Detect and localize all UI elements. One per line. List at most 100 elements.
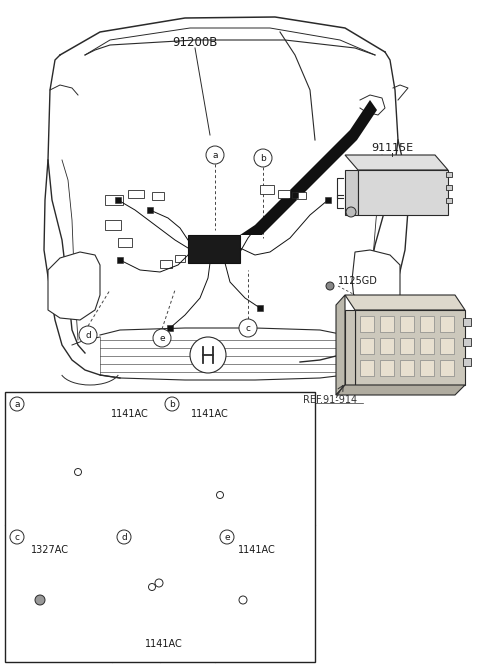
Text: 1125GD: 1125GD bbox=[338, 276, 378, 286]
Bar bbox=[446, 198, 452, 203]
Polygon shape bbox=[336, 295, 345, 395]
Circle shape bbox=[35, 595, 45, 605]
Text: e: e bbox=[224, 533, 230, 541]
Text: b: b bbox=[169, 399, 175, 409]
Circle shape bbox=[239, 596, 247, 604]
Text: a: a bbox=[14, 399, 20, 409]
Circle shape bbox=[74, 468, 82, 476]
Bar bbox=[440, 316, 454, 332]
Circle shape bbox=[220, 530, 234, 544]
Bar bbox=[278, 190, 290, 198]
Bar bbox=[292, 192, 298, 198]
Bar bbox=[360, 338, 374, 354]
Text: 1141AC: 1141AC bbox=[145, 639, 183, 649]
Bar bbox=[167, 325, 173, 331]
Circle shape bbox=[165, 397, 179, 411]
Bar bbox=[400, 338, 414, 354]
Bar bbox=[446, 185, 452, 190]
Circle shape bbox=[326, 282, 334, 290]
Circle shape bbox=[148, 583, 156, 591]
Bar bbox=[440, 338, 454, 354]
Bar bbox=[128, 190, 144, 198]
Circle shape bbox=[153, 329, 171, 347]
Bar bbox=[260, 185, 274, 194]
Polygon shape bbox=[355, 310, 465, 385]
Text: REF.91-914: REF.91-914 bbox=[303, 395, 357, 405]
Bar bbox=[105, 195, 123, 205]
Bar bbox=[360, 316, 374, 332]
Text: c: c bbox=[245, 324, 251, 332]
Text: e: e bbox=[159, 334, 165, 343]
Bar bbox=[118, 238, 132, 247]
Bar bbox=[257, 305, 263, 311]
Bar bbox=[245, 459, 253, 477]
Bar bbox=[175, 255, 185, 262]
Circle shape bbox=[190, 337, 226, 373]
Polygon shape bbox=[205, 442, 250, 487]
Circle shape bbox=[117, 530, 131, 544]
Bar bbox=[380, 316, 394, 332]
Polygon shape bbox=[345, 295, 465, 310]
Text: 1327AC: 1327AC bbox=[31, 545, 69, 555]
Bar bbox=[22, 450, 77, 485]
Bar bbox=[380, 360, 394, 376]
Bar bbox=[463, 338, 471, 346]
Bar bbox=[420, 316, 434, 332]
Circle shape bbox=[79, 326, 97, 344]
Bar bbox=[115, 197, 121, 203]
Bar bbox=[160, 260, 172, 268]
Bar bbox=[380, 338, 394, 354]
Bar bbox=[400, 316, 414, 332]
Polygon shape bbox=[345, 155, 448, 170]
Bar bbox=[400, 360, 414, 376]
Bar bbox=[5, 392, 315, 662]
Circle shape bbox=[216, 492, 224, 498]
Bar bbox=[420, 338, 434, 354]
Text: 1141AC: 1141AC bbox=[111, 409, 149, 419]
Polygon shape bbox=[345, 310, 355, 385]
Polygon shape bbox=[345, 170, 358, 215]
Bar bbox=[152, 192, 164, 200]
Bar bbox=[166, 600, 176, 615]
PathPatch shape bbox=[240, 100, 377, 235]
Polygon shape bbox=[336, 385, 465, 395]
Circle shape bbox=[50, 580, 90, 620]
Text: a: a bbox=[212, 151, 218, 159]
Circle shape bbox=[10, 397, 24, 411]
Polygon shape bbox=[48, 252, 100, 320]
Bar bbox=[117, 257, 123, 263]
Circle shape bbox=[10, 530, 24, 544]
Bar bbox=[152, 600, 162, 615]
Bar bbox=[420, 360, 434, 376]
Bar bbox=[296, 192, 306, 199]
Text: 1141AC: 1141AC bbox=[191, 409, 229, 419]
Text: 91115E: 91115E bbox=[371, 143, 413, 153]
Circle shape bbox=[155, 579, 163, 587]
Polygon shape bbox=[358, 170, 448, 215]
Text: b: b bbox=[260, 153, 266, 163]
Bar bbox=[58, 630, 82, 642]
Bar bbox=[463, 318, 471, 326]
Text: d: d bbox=[121, 533, 127, 541]
Circle shape bbox=[254, 149, 272, 167]
Polygon shape bbox=[147, 575, 192, 620]
Text: 91200B: 91200B bbox=[172, 35, 218, 48]
Bar bbox=[446, 172, 452, 177]
Bar bbox=[463, 358, 471, 366]
Circle shape bbox=[206, 146, 224, 164]
Bar bbox=[257, 587, 292, 603]
Polygon shape bbox=[352, 250, 400, 318]
Text: d: d bbox=[85, 330, 91, 339]
Text: 1141AC: 1141AC bbox=[238, 545, 276, 555]
Circle shape bbox=[346, 207, 356, 217]
Bar bbox=[440, 360, 454, 376]
Text: c: c bbox=[14, 533, 20, 541]
Circle shape bbox=[58, 588, 82, 612]
Bar bbox=[105, 220, 121, 230]
Bar bbox=[147, 207, 153, 213]
Bar bbox=[188, 235, 240, 263]
Circle shape bbox=[239, 319, 257, 337]
Bar bbox=[360, 360, 374, 376]
Bar bbox=[325, 197, 331, 203]
Bar bbox=[65, 461, 75, 469]
